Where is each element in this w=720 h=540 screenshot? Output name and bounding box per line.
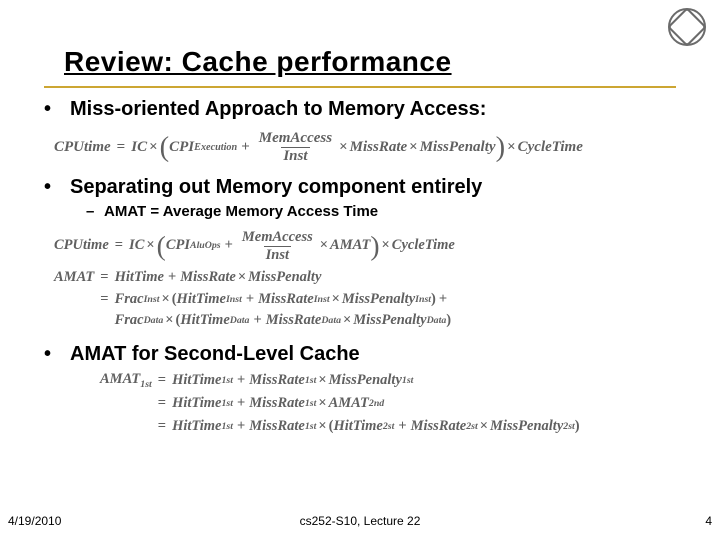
seal-logo-icon: [668, 8, 706, 46]
bullet-text: Separating out Memory component entirely: [70, 176, 482, 199]
equation-cputime-miss: CPUtime = IC × ( CPIExecution + MemAcces…: [54, 131, 676, 164]
slide-title: Review: Cache performance: [64, 46, 452, 78]
footer-center: cs252-S10, Lecture 22: [0, 514, 720, 528]
bullet-amat-def: – AMAT = Average Memory Access Time: [86, 203, 676, 220]
equation-amat-block: CPUtime = IC × ( CPIAluOps + MemAccess I…: [54, 230, 676, 331]
bullet-text: Miss-oriented Approach to Memory Access:: [70, 98, 486, 121]
slide-body: • Miss-oriented Approach to Memory Acces…: [44, 94, 676, 449]
bullet-miss-oriented: • Miss-oriented Approach to Memory Acces…: [44, 98, 676, 121]
bullet-text: AMAT = Average Memory Access Time: [104, 203, 378, 220]
footer-page-number: 4: [705, 514, 712, 528]
bullet-separating: • Separating out Memory component entire…: [44, 176, 676, 199]
title-underline: [44, 86, 676, 88]
bullet-amat-l2: • AMAT for Second-Level Cache: [44, 343, 676, 366]
equation-amat-l2: AMAT1st = HitTime1st + MissRate1st × Mis…: [100, 370, 676, 438]
slide: Review: Cache performance • Miss-oriente…: [0, 0, 720, 540]
bullet-text: AMAT for Second-Level Cache: [70, 343, 360, 366]
